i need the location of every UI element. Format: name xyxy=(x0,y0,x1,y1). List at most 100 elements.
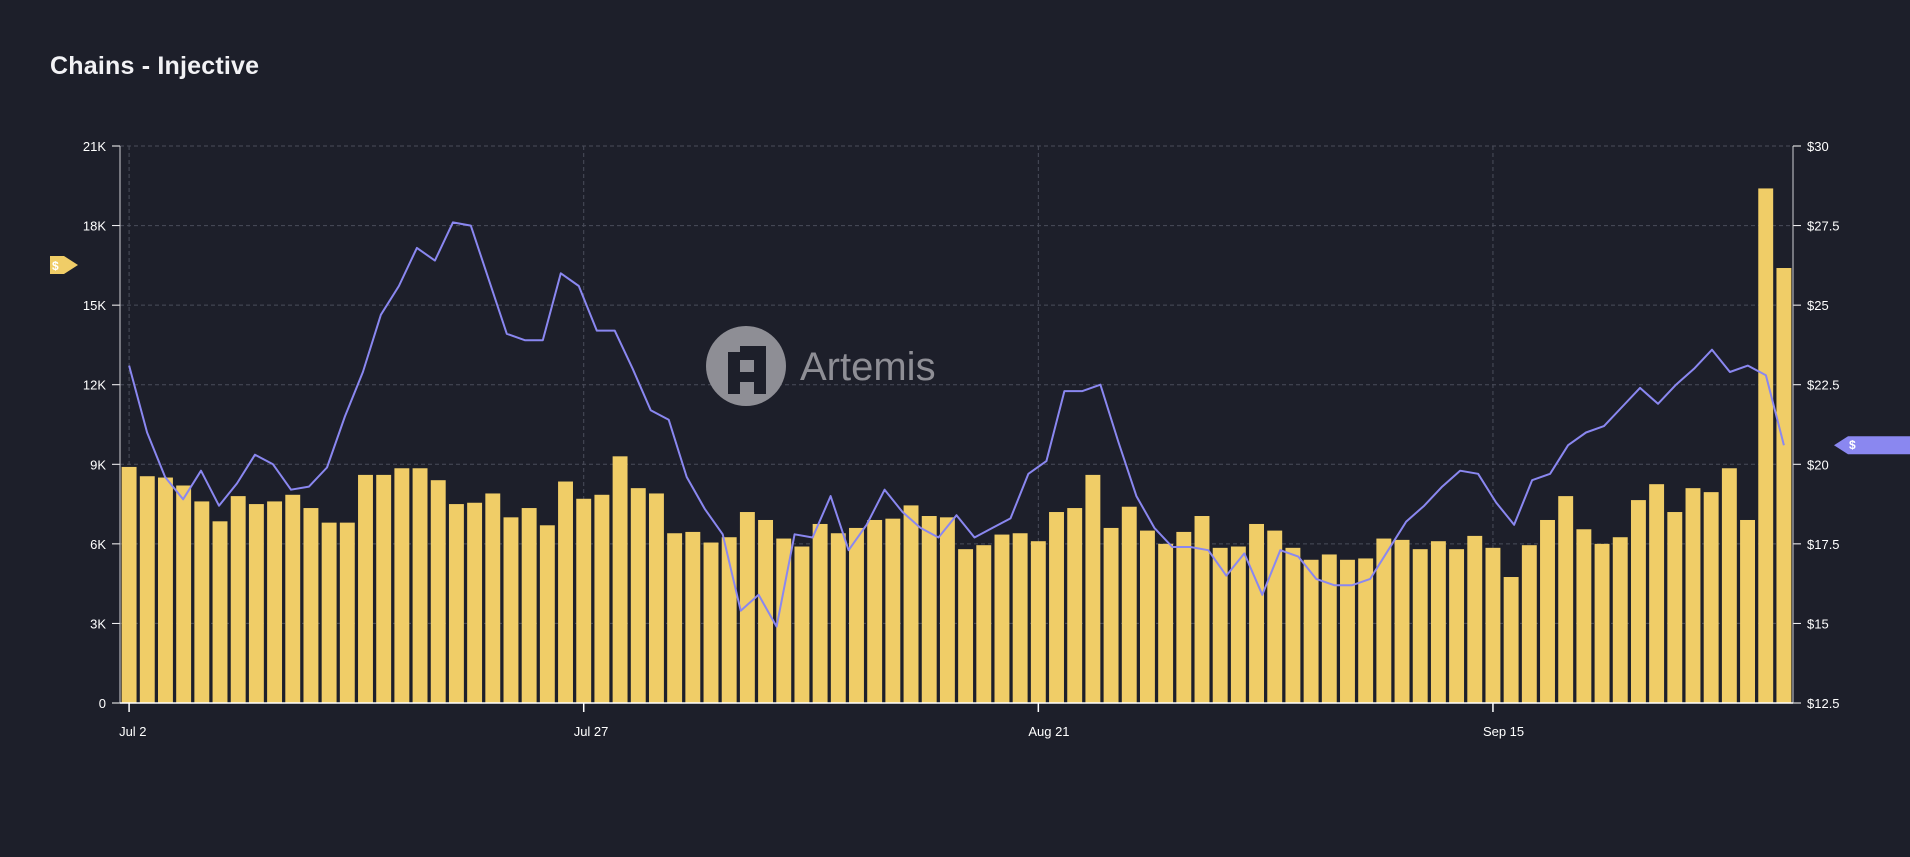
bar xyxy=(958,549,974,703)
x-axis-tick-label: Jul 2 xyxy=(119,724,146,739)
right-series-marker: $ xyxy=(1834,436,1910,455)
bar xyxy=(885,518,901,703)
bar xyxy=(194,501,210,703)
bar xyxy=(212,521,228,703)
right-axis-tick-label: $12.5 xyxy=(1807,696,1840,711)
bar xyxy=(485,493,501,703)
bar xyxy=(321,522,337,703)
line-series xyxy=(128,221,1785,628)
bar xyxy=(648,493,664,703)
bar xyxy=(1139,530,1155,703)
bar xyxy=(467,502,483,703)
bar xyxy=(1285,547,1301,703)
bar xyxy=(1503,577,1519,703)
right-axis-tick-label: $22.5 xyxy=(1807,378,1840,393)
right-axis-tick-label: $15 xyxy=(1807,616,1829,631)
bar xyxy=(139,476,155,703)
bar xyxy=(1012,533,1028,703)
bar xyxy=(1776,268,1792,703)
bar xyxy=(1612,537,1628,703)
price-line xyxy=(128,221,1785,628)
bar xyxy=(1449,549,1465,703)
bar xyxy=(1249,523,1265,703)
bar xyxy=(303,508,319,703)
bar xyxy=(739,512,755,703)
bar xyxy=(558,481,573,703)
bar xyxy=(1067,508,1083,703)
bar xyxy=(1521,545,1537,703)
right-marker-shape xyxy=(1834,436,1910,455)
left-axis-tick-label: 21K xyxy=(83,139,106,154)
right-axis-tick-label: $25 xyxy=(1807,298,1829,313)
bar xyxy=(1303,559,1319,703)
bar xyxy=(1030,541,1046,703)
bar xyxy=(1103,527,1119,703)
left-marker-shape xyxy=(50,256,78,274)
bar xyxy=(1340,559,1355,703)
bar xyxy=(230,496,246,703)
bar xyxy=(703,542,719,703)
axes: 0 $12.5 3K $15 6K $17.5 9K $20 12K $22.5 15K $25 18K… xyxy=(83,139,1840,739)
bar xyxy=(339,522,355,703)
bar xyxy=(1740,519,1755,703)
bar xyxy=(1594,543,1610,703)
bar xyxy=(1685,488,1701,703)
bar xyxy=(412,468,428,703)
bar xyxy=(1194,516,1210,703)
bar xyxy=(539,525,555,703)
bar xyxy=(612,456,628,703)
bar xyxy=(830,533,846,703)
bar xyxy=(994,534,1010,703)
bar xyxy=(1485,547,1501,703)
right-marker-label: $ xyxy=(1849,438,1856,452)
bar-series xyxy=(121,188,1792,703)
left-axis-tick-label: 3K xyxy=(90,616,106,631)
bar xyxy=(376,474,392,703)
bar xyxy=(1758,188,1774,703)
left-axis-tick-label: 9K xyxy=(90,457,106,472)
bar xyxy=(1212,547,1228,703)
x-axis-tick-label: Sep 15 xyxy=(1483,724,1524,739)
bar xyxy=(1630,500,1646,703)
bar xyxy=(921,516,937,703)
artemis-watermark: Artemis xyxy=(706,326,936,406)
bar xyxy=(1721,468,1737,703)
bar xyxy=(812,523,828,703)
bar xyxy=(430,480,446,703)
bar xyxy=(1667,512,1683,703)
bar xyxy=(1049,512,1064,703)
bar xyxy=(594,494,610,703)
bar xyxy=(1158,543,1174,703)
bar xyxy=(1321,554,1337,703)
watermark-text: Artemis xyxy=(800,345,936,389)
left-axis-tick-label: 18K xyxy=(83,219,106,234)
left-series-marker: $ xyxy=(50,256,78,274)
bar xyxy=(1121,506,1137,703)
bar xyxy=(521,508,537,703)
bar xyxy=(358,474,373,703)
left-axis-tick-label: 6K xyxy=(90,537,106,552)
bar xyxy=(176,485,192,703)
bar xyxy=(1176,531,1192,703)
bar xyxy=(1430,541,1446,703)
bar xyxy=(1267,530,1283,703)
bar xyxy=(503,517,519,703)
bar xyxy=(667,533,683,703)
left-axis-tick-label: 15K xyxy=(83,298,106,313)
bar xyxy=(1358,558,1374,703)
bar xyxy=(1558,496,1574,703)
bar xyxy=(685,531,701,703)
bar xyxy=(630,488,646,703)
right-axis-tick-label: $30 xyxy=(1807,139,1829,154)
bar xyxy=(758,519,774,703)
bar xyxy=(448,504,464,703)
bar xyxy=(158,477,173,703)
bar xyxy=(1467,535,1483,703)
bar xyxy=(1394,539,1410,703)
bar xyxy=(1540,519,1555,703)
bar xyxy=(121,466,137,703)
x-axis-tick-label: Jul 27 xyxy=(574,724,609,739)
bar xyxy=(285,494,301,703)
bar xyxy=(976,545,992,703)
